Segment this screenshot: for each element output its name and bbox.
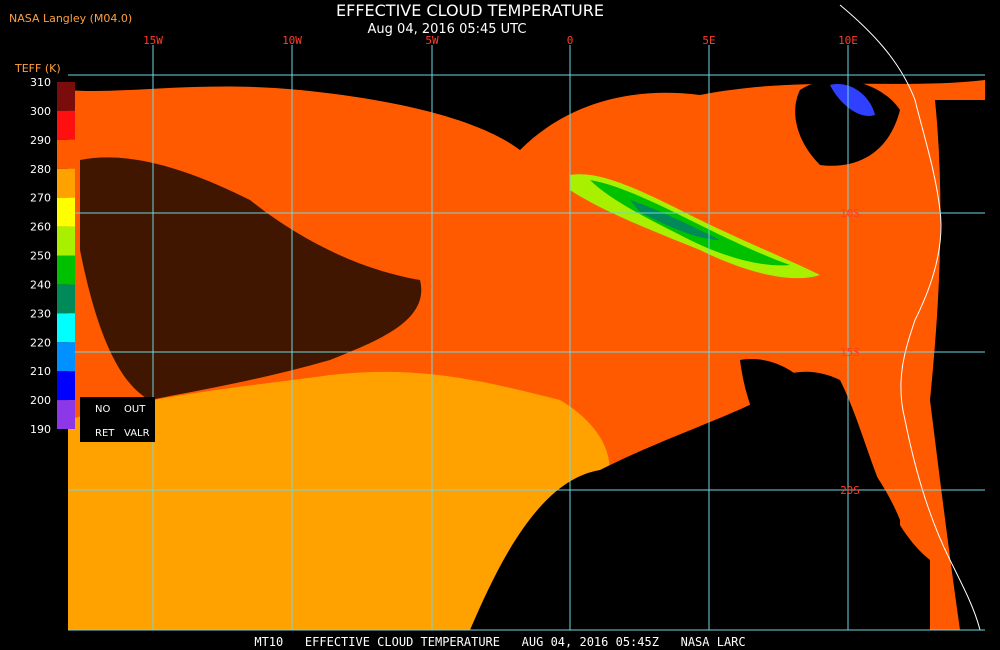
longitude-label: 10W [282,34,302,47]
high-cloud [830,84,875,116]
clear-sky [80,157,422,400]
colorbar-tick-label: 190 [30,423,51,436]
legend-box [80,397,155,442]
colorbar: 310 300 290 280 270 260 250 240 230 220 210 200 190 [30,76,75,436]
colorbar-segment [57,313,75,343]
clear-sky [68,45,985,150]
colorbar-segment [57,342,75,372]
latitude-label: 10S [840,207,860,220]
legend-title: TEFF (K) [14,62,61,75]
colorbar-segment [57,226,75,256]
credit: NASA Langley (M04.0) [9,12,132,25]
colorbar-segment [57,371,75,401]
satellite-image [68,4,985,631]
colorbar-segment [57,139,75,169]
coastline [839,4,981,631]
colorbar-tick-label: 220 [30,336,51,349]
colorbar-segment [57,255,75,285]
colorbar-tick-label: 200 [30,394,51,407]
high-cloud [630,200,720,240]
colorbar-segment [57,82,75,111]
subtitle: Aug 04, 2016 05:45 UTC [368,22,527,37]
latitude-label: 15S [840,346,860,359]
colorbar-tick-label: 310 [30,76,51,89]
colorbar-segment [57,400,75,429]
colorbar-tick-label: 280 [30,163,51,176]
high-cloud [590,180,790,266]
longitude-label: 5W [425,34,439,47]
colorbar-segment [57,168,75,198]
colorbar-tick-label: 260 [30,221,51,234]
colorbar-tick-label: 230 [30,307,51,320]
longitude-labels: 15W 10W 5W 0 5E 10E [143,34,858,47]
colorbar-segment [57,110,75,140]
title: EFFECTIVE CLOUD TEMPERATURE [336,1,604,20]
colorbar-segment [57,197,75,227]
legend-valr: VALR [124,428,150,439]
longitude-label: 10E [838,34,858,47]
colorbar-tick-label: 290 [30,134,51,147]
longitude-label: 5E [702,34,715,47]
graticule [68,45,985,631]
legend-ret: RET [95,428,115,439]
colorbar-tick-label: 250 [30,250,51,263]
latitude-label: 20S [840,484,860,497]
clear-sky [740,359,900,630]
colorbar-tick-label: 240 [30,278,51,291]
footer: MT10 EFFECTIVE CLOUD TEMPERATURE AUG 04,… [254,635,745,649]
colorbar-tick-label: 270 [30,192,51,205]
legend-no: NO [95,404,110,415]
longitude-label: 15W [143,34,163,47]
colorbar-segment [57,284,75,314]
latitude-labels: 10S 15S 20S [840,207,860,497]
longitude-label: 0 [567,34,574,47]
colorbar-tick-label: 300 [30,105,51,118]
colorbar-tick-label: 210 [30,365,51,378]
low-cloud [68,371,610,630]
legend-out: OUT [124,404,146,415]
land [930,100,985,630]
